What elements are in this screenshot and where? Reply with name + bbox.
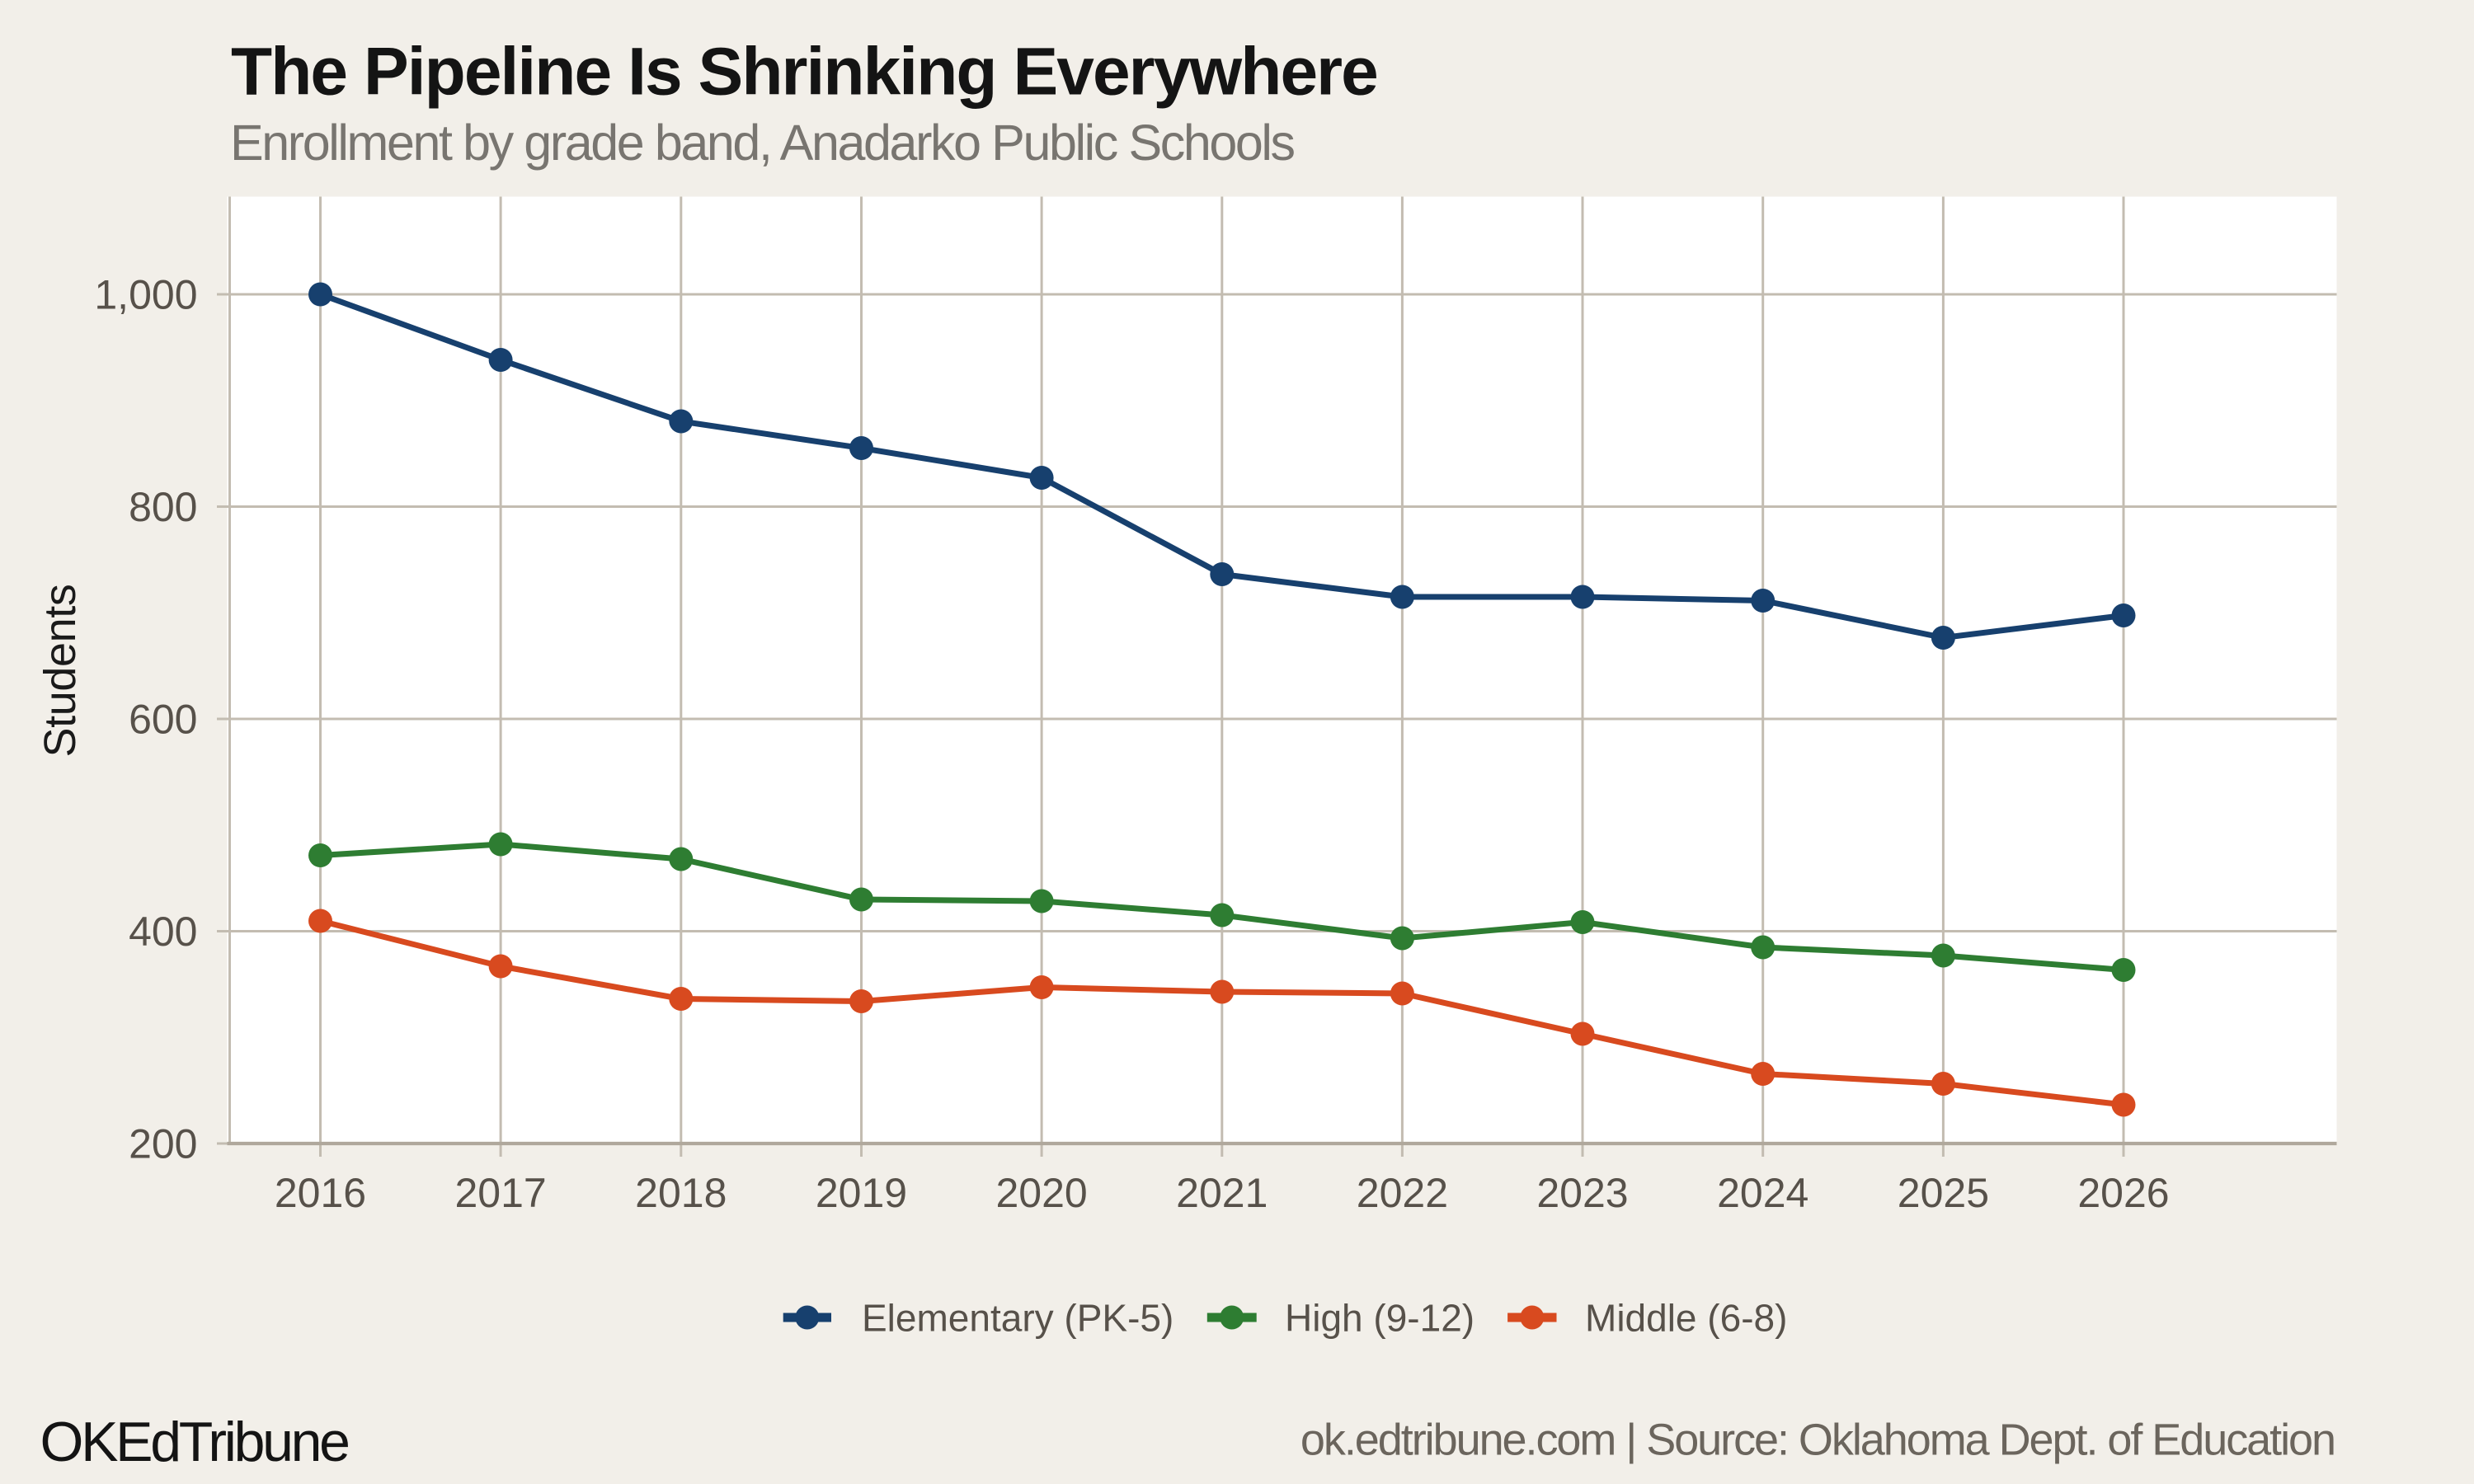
svg-text:High (9-12): High (9-12)	[1285, 1296, 1475, 1339]
svg-text:800: 800	[129, 484, 197, 530]
svg-text:1,000: 1,000	[94, 272, 197, 318]
svg-text:Middle (6-8): Middle (6-8)	[1585, 1296, 1787, 1339]
svg-text:2018: 2018	[635, 1170, 727, 1216]
svg-text:2025: 2025	[1898, 1170, 1989, 1216]
svg-text:OKEdTribune: OKEdTribune	[40, 1411, 349, 1473]
svg-text:2017: 2017	[454, 1170, 546, 1216]
svg-text:The Pipeline Is Shrinking Ever: The Pipeline Is Shrinking Everywhere	[231, 35, 1377, 110]
svg-text:2016: 2016	[275, 1170, 366, 1216]
svg-text:2026: 2026	[2077, 1170, 2169, 1216]
svg-text:Elementary (PK-5): Elementary (PK-5)	[862, 1296, 1174, 1339]
svg-text:600: 600	[129, 697, 197, 743]
svg-text:2024: 2024	[1717, 1170, 1808, 1216]
svg-text:200: 200	[129, 1121, 197, 1167]
svg-text:2020: 2020	[995, 1170, 1087, 1216]
svg-text:2023: 2023	[1536, 1170, 1628, 1216]
svg-text:400: 400	[129, 909, 197, 955]
svg-text:2019: 2019	[816, 1170, 907, 1216]
svg-text:2021: 2021	[1176, 1170, 1268, 1216]
svg-text:ok.edtribune.com | Source: Okl: ok.edtribune.com | Source: Oklahoma Dept…	[1300, 1416, 2335, 1465]
svg-text:2022: 2022	[1357, 1170, 1448, 1216]
svg-text:Students: Students	[35, 585, 85, 758]
svg-text:Enrollment by grade band, Anad: Enrollment by grade band, Anadarko Publi…	[230, 115, 1295, 171]
